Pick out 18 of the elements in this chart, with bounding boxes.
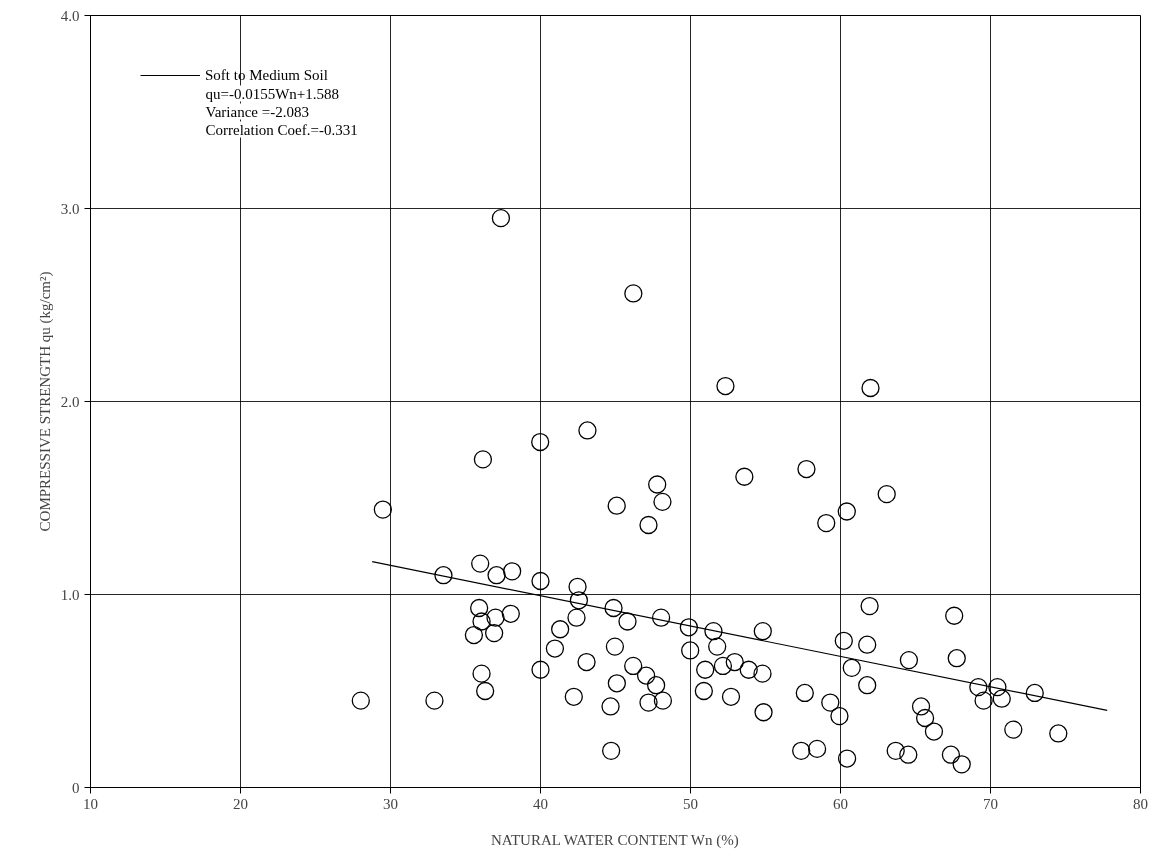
y-tick-label: 2.0 (60, 393, 80, 410)
annotation: qu=-0.0155Wn+1.588 (205, 85, 340, 102)
y-axis-title: COMPRESSIVE STRENGTH qu (kg/cm²) (36, 271, 54, 532)
x-tick-label: 10 (83, 795, 98, 812)
x-tick-label: 80 (1133, 795, 1148, 812)
x-tick-label: 30 (383, 795, 398, 812)
annotation: Variance =-2.083 (205, 103, 309, 120)
y-tick-label: 0 (72, 779, 80, 796)
y-tick-label: 3.0 (60, 200, 80, 217)
x-tick-label: 40 (533, 795, 548, 812)
annotation: Correlation Coef.=-0.331 (205, 121, 358, 138)
x-tick-label: 20 (233, 795, 248, 812)
x-tick-label: 70 (983, 795, 998, 812)
y-tick-label: 1.0 (60, 586, 80, 603)
x-tick-label: 60 (833, 795, 848, 812)
x-tick-label: 50 (683, 795, 698, 812)
x-axis-title: NATURAL WATER CONTENT Wn (%) (490, 831, 739, 849)
y-tick-label: 4.0 (60, 7, 80, 24)
